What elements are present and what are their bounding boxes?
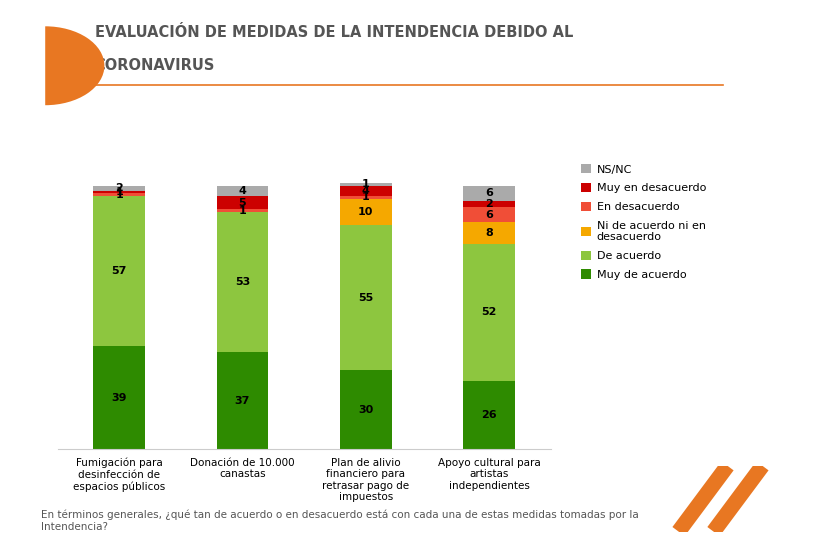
Text: 30: 30 xyxy=(358,405,373,415)
Bar xyxy=(93,346,145,449)
Bar xyxy=(216,352,268,449)
Bar xyxy=(339,370,391,449)
Bar xyxy=(463,243,515,381)
Bar xyxy=(463,207,515,222)
Bar xyxy=(339,199,391,225)
Text: 1: 1 xyxy=(238,206,247,215)
Text: 26: 26 xyxy=(481,410,497,420)
Bar xyxy=(216,209,268,212)
Text: 53: 53 xyxy=(235,277,250,287)
Legend: NS/NC, Muy en desacuerdo, En desacuerdo, Ni de acuerdo ni en
desacuerdo, De acue: NS/NC, Muy en desacuerdo, En desacuerdo,… xyxy=(581,164,706,279)
Bar xyxy=(93,193,145,196)
Text: 1: 1 xyxy=(115,190,123,199)
Bar xyxy=(463,201,515,207)
Text: 1: 1 xyxy=(362,192,370,202)
Text: 5: 5 xyxy=(238,198,247,208)
Text: 2: 2 xyxy=(115,183,123,193)
Bar xyxy=(93,191,145,193)
Text: 39: 39 xyxy=(112,393,127,403)
Bar xyxy=(93,196,145,346)
Text: 6: 6 xyxy=(485,209,493,220)
Text: 57: 57 xyxy=(112,266,127,276)
Text: 4: 4 xyxy=(238,186,247,196)
Bar xyxy=(339,183,391,186)
Text: EVALUACIÓN DE MEDIDAS DE LA INTENDENCIA DEBIDO AL: EVALUACIÓN DE MEDIDAS DE LA INTENDENCIA … xyxy=(95,25,573,39)
Text: 37: 37 xyxy=(235,396,250,406)
Text: 2: 2 xyxy=(485,199,493,209)
Bar xyxy=(339,225,391,370)
Text: 52: 52 xyxy=(482,307,496,317)
Text: 6: 6 xyxy=(485,189,493,198)
Text: En términos generales, ¿qué tan de acuerdo o en desacuerdo está con cada una de : En términos generales, ¿qué tan de acuer… xyxy=(41,510,639,532)
Text: 8: 8 xyxy=(485,228,493,238)
Text: 4: 4 xyxy=(362,186,370,196)
Bar xyxy=(339,186,391,196)
Bar xyxy=(93,186,145,191)
Bar xyxy=(339,196,391,199)
Bar xyxy=(463,186,515,201)
Text: CORONAVIRUS: CORONAVIRUS xyxy=(95,58,215,72)
Bar xyxy=(216,212,268,352)
Bar xyxy=(463,381,515,449)
Bar xyxy=(463,222,515,243)
Text: 1: 1 xyxy=(115,187,123,197)
Bar xyxy=(216,186,268,196)
Bar xyxy=(216,196,268,209)
Text: 55: 55 xyxy=(358,293,373,302)
Text: 10: 10 xyxy=(358,207,373,217)
Text: 1: 1 xyxy=(362,179,370,189)
